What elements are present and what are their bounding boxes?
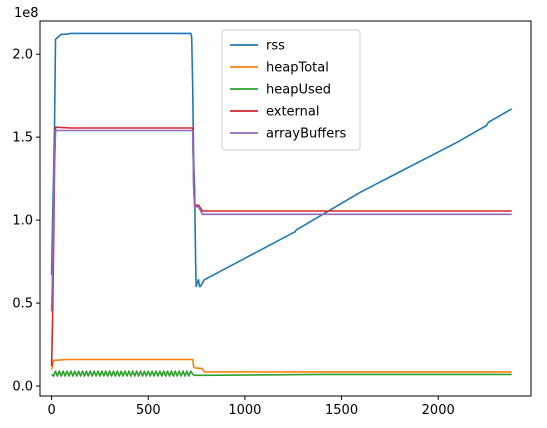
legend-label-arrayBuffers: arrayBuffers xyxy=(266,127,347,142)
x-tick-label: 500 xyxy=(136,403,161,418)
plot-frame xyxy=(39,20,532,397)
series-layer xyxy=(50,32,513,377)
series-line-rss xyxy=(50,32,513,288)
legend: rss heapTotal heapUsed external arrayBuffers xyxy=(221,29,361,151)
x-tick-label: 1500 xyxy=(325,403,358,418)
legend-label-heapTotal: heapTotal xyxy=(266,61,329,76)
legend-frame xyxy=(221,29,361,151)
series-line-heapTotal xyxy=(50,358,512,373)
x-tick-label: 2000 xyxy=(422,403,455,418)
y-offset-label: 1e8 xyxy=(14,6,39,21)
x-tick-label: 0 xyxy=(47,403,55,418)
legend-label-heapUsed: heapUsed xyxy=(266,83,331,98)
series-line-heapUsed xyxy=(51,370,512,377)
legend-label-external: external xyxy=(266,105,320,120)
y-tick-label: 1.0 xyxy=(12,214,33,229)
y-tick-label: 1.5 xyxy=(12,131,33,146)
series-line-arrayBuffers xyxy=(50,129,512,312)
series-line-external xyxy=(50,126,512,367)
y-tick-label: 2.0 xyxy=(12,48,33,63)
y-tick-label: 0.0 xyxy=(12,380,33,395)
y-tick-label: 0.5 xyxy=(12,297,33,312)
axis-layer: 0 500 1000 1500 2000 0.0 0.5 1.0 1.5 2.0 xyxy=(12,48,454,418)
x-tick-label: 1000 xyxy=(228,403,261,418)
legend-label-rss: rss xyxy=(266,39,285,54)
